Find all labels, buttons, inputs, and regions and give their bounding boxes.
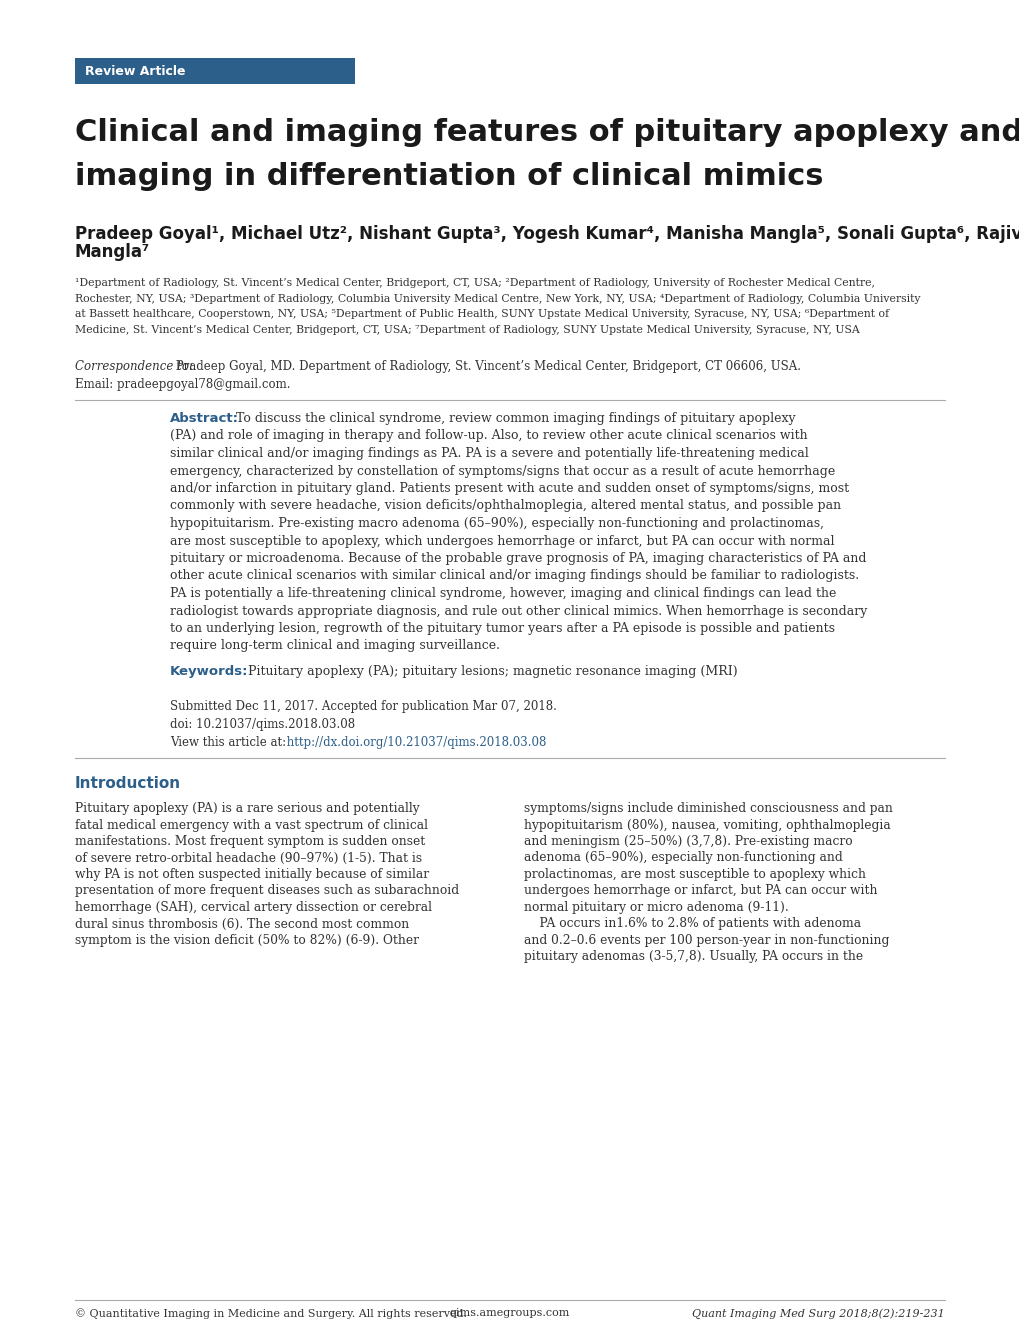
Text: symptom is the vision deficit (50% to 82%) (6-9). Other: symptom is the vision deficit (50% to 82… [75,934,419,947]
Text: PA is potentially a life-threatening clinical syndrome, however, imaging and cli: PA is potentially a life-threatening cli… [170,587,836,599]
Text: qims.amegroups.com: qims.amegroups.com [449,1308,570,1318]
Text: emergency, characterized by constellation of symptoms/signs that occur as a resu: emergency, characterized by constellatio… [170,465,835,478]
Text: are most susceptible to apoplexy, which undergoes hemorrhage or infarct, but PA : are most susceptible to apoplexy, which … [170,534,834,547]
Text: hypopituitarism. Pre-existing macro adenoma (65–90%), especially non-functioning: hypopituitarism. Pre-existing macro aden… [170,517,823,530]
Text: dural sinus thrombosis (6). The second most common: dural sinus thrombosis (6). The second m… [75,917,409,930]
Text: Email: pradeepgoyal78@gmail.com.: Email: pradeepgoyal78@gmail.com. [75,378,290,391]
Text: Review Article: Review Article [85,64,185,77]
Text: similar clinical and/or imaging findings as PA. PA is a severe and potentially l: similar clinical and/or imaging findings… [170,447,808,461]
Text: normal pituitary or micro adenoma (9-11).: normal pituitary or micro adenoma (9-11)… [524,901,788,914]
Text: Clinical and imaging features of pituitary apoplexy and role of: Clinical and imaging features of pituita… [75,117,1019,147]
Text: and meningism (25–50%) (3,7,8). Pre-existing macro: and meningism (25–50%) (3,7,8). Pre-exis… [524,834,852,848]
Text: View this article at:: View this article at: [170,736,286,749]
Text: Abstract:: Abstract: [170,413,238,425]
Text: Quant Imaging Med Surg 2018;8(2):219-231: Quant Imaging Med Surg 2018;8(2):219-231 [692,1308,944,1319]
Text: presentation of more frequent diseases such as subarachnoid: presentation of more frequent diseases s… [75,885,459,897]
Text: symptoms/signs include diminished consciousness and pan: symptoms/signs include diminished consci… [524,802,892,814]
Text: pituitary or microadenoma. Because of the probable grave prognosis of PA, imagin: pituitary or microadenoma. Because of th… [170,551,866,565]
Text: imaging in differentiation of clinical mimics: imaging in differentiation of clinical m… [75,162,822,191]
Text: hypopituitarism (80%), nausea, vomiting, ophthalmoplegia: hypopituitarism (80%), nausea, vomiting,… [524,818,890,832]
FancyBboxPatch shape [75,57,355,84]
Text: doi: 10.21037/qims.2018.03.08: doi: 10.21037/qims.2018.03.08 [170,718,355,732]
Text: undergoes hemorrhage or infarct, but PA can occur with: undergoes hemorrhage or infarct, but PA … [524,885,876,897]
Text: and 0.2–0.6 events per 100 person-year in non-functioning: and 0.2–0.6 events per 100 person-year i… [524,934,889,947]
Text: Pradeep Goyal¹, Michael Utz², Nishant Gupta³, Yogesh Kumar⁴, Manisha Mangla⁵, So: Pradeep Goyal¹, Michael Utz², Nishant Gu… [75,226,1019,243]
Text: © Quantitative Imaging in Medicine and Surgery. All rights reserved.: © Quantitative Imaging in Medicine and S… [75,1308,467,1319]
Text: at Bassett healthcare, Cooperstown, NY, USA; ⁵Department of Public Health, SUNY : at Bassett healthcare, Cooperstown, NY, … [75,308,889,319]
Text: Submitted Dec 11, 2017. Accepted for publication Mar 07, 2018.: Submitted Dec 11, 2017. Accepted for pub… [170,700,556,713]
Text: Keywords:: Keywords: [170,665,249,678]
Text: http://dx.doi.org/10.21037/qims.2018.03.08: http://dx.doi.org/10.21037/qims.2018.03.… [282,736,546,749]
Text: commonly with severe headache, vision deficits/ophthalmoplegia, altered mental s: commonly with severe headache, vision de… [170,499,841,513]
Text: Pituitary apoplexy (PA) is a rare serious and potentially: Pituitary apoplexy (PA) is a rare seriou… [75,802,419,814]
Text: Correspondence to:: Correspondence to: [75,360,193,372]
Text: prolactinomas, are most susceptible to apoplexy which: prolactinomas, are most susceptible to a… [524,868,865,881]
Text: radiologist towards appropriate diagnosis, and rule out other clinical mimics. W: radiologist towards appropriate diagnosi… [170,605,866,618]
Text: of severe retro-orbital headache (90–97%) (1-5). That is: of severe retro-orbital headache (90–97%… [75,852,422,865]
Text: Mangla⁷: Mangla⁷ [75,243,150,262]
Text: require long-term clinical and imaging surveillance.: require long-term clinical and imaging s… [170,639,499,653]
Text: To discuss the clinical syndrome, review common imaging findings of pituitary ap: To discuss the clinical syndrome, review… [235,413,795,425]
Text: other acute clinical scenarios with similar clinical and/or imaging findings sho: other acute clinical scenarios with simi… [170,570,858,582]
Text: Pituitary apoplexy (PA); pituitary lesions; magnetic resonance imaging (MRI): Pituitary apoplexy (PA); pituitary lesio… [244,665,737,678]
Text: pituitary adenomas (3-5,7,8). Usually, PA occurs in the: pituitary adenomas (3-5,7,8). Usually, P… [524,951,862,964]
Text: Introduction: Introduction [75,776,181,792]
Text: adenoma (65–90%), especially non-functioning and: adenoma (65–90%), especially non-functio… [524,852,842,865]
Text: to an underlying lesion, regrowth of the pituitary tumor years after a PA episod: to an underlying lesion, regrowth of the… [170,622,835,635]
Text: ¹Department of Radiology, St. Vincent’s Medical Center, Bridgeport, CT, USA; ²De: ¹Department of Radiology, St. Vincent’s … [75,278,874,288]
Text: Pradeep Goyal, MD. Department of Radiology, St. Vincent’s Medical Center, Bridge: Pradeep Goyal, MD. Department of Radiolo… [172,360,800,372]
Text: why PA is not often suspected initially because of similar: why PA is not often suspected initially … [75,868,429,881]
Text: fatal medical emergency with a vast spectrum of clinical: fatal medical emergency with a vast spec… [75,818,428,832]
Text: (PA) and role of imaging in therapy and follow-up. Also, to review other acute c: (PA) and role of imaging in therapy and … [170,430,807,442]
Text: Rochester, NY, USA; ³Department of Radiology, Columbia University Medical Centre: Rochester, NY, USA; ³Department of Radio… [75,294,919,303]
Text: Medicine, St. Vincent’s Medical Center, Bridgeport, CT, USA; ⁷Department of Radi: Medicine, St. Vincent’s Medical Center, … [75,324,859,335]
Text: hemorrhage (SAH), cervical artery dissection or cerebral: hemorrhage (SAH), cervical artery dissec… [75,901,432,914]
Text: PA occurs in1.6% to 2.8% of patients with adenoma: PA occurs in1.6% to 2.8% of patients wit… [524,917,860,930]
Text: manifestations. Most frequent symptom is sudden onset: manifestations. Most frequent symptom is… [75,834,425,848]
Text: and/or infarction in pituitary gland. Patients present with acute and sudden ons: and/or infarction in pituitary gland. Pa… [170,482,848,495]
